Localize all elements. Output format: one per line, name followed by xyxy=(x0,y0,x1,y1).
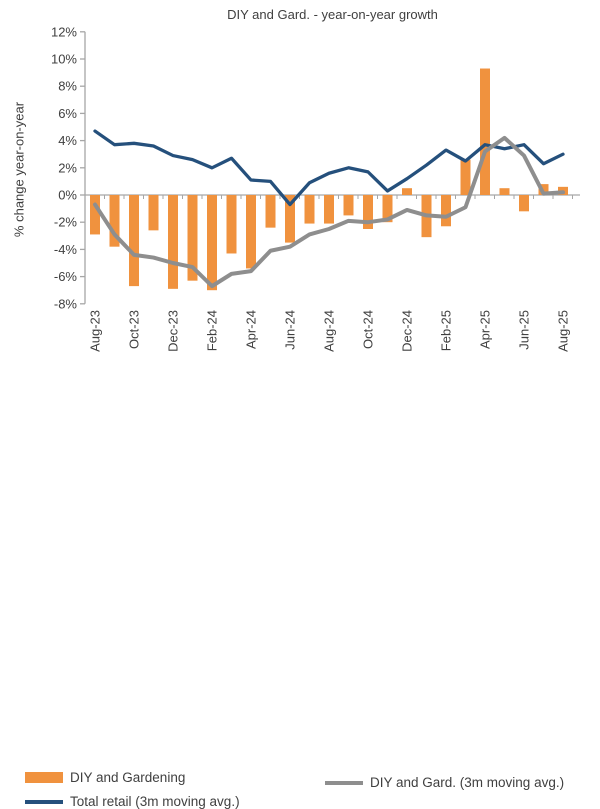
y-axis-title: % change year-on-year xyxy=(11,101,27,238)
bar-Oct-23 xyxy=(129,195,139,287)
x-tick-label: Feb-25 xyxy=(439,310,454,351)
legend-bar-swatch-icon xyxy=(25,772,63,783)
bar-Jun-25 xyxy=(519,195,529,212)
y-tick-label: 6% xyxy=(58,106,77,121)
total-retail-line xyxy=(93,129,565,207)
bar-Mar-24 xyxy=(226,195,237,254)
bar-May-24 xyxy=(265,195,276,228)
bar-Dec-24 xyxy=(402,188,412,195)
y-tick-label: -4% xyxy=(54,242,78,257)
x-tick-label: Feb-24 xyxy=(205,310,220,351)
y-tick-label: 8% xyxy=(58,79,77,94)
bar-Aug-24 xyxy=(324,195,334,224)
x-tick-label: Jun-25 xyxy=(517,310,532,350)
x-tick-label: Aug-25 xyxy=(556,310,571,352)
x-tick-label: Jun-24 xyxy=(283,310,298,350)
y-tick-label: -6% xyxy=(54,269,78,284)
x-tick-label: Dec-24 xyxy=(400,310,415,352)
y-tick-label: 12% xyxy=(51,24,77,39)
bar-Jun-24 xyxy=(285,195,295,243)
bar-Apr-24 xyxy=(246,195,256,269)
chart-title: DIY and Gard. - year-on-year growth xyxy=(227,7,438,22)
bar-Oct-24 xyxy=(363,195,373,229)
y-tick-label: 2% xyxy=(58,160,77,175)
diy-moving-avg-line xyxy=(93,135,565,289)
x-tick-label: Aug-23 xyxy=(88,310,103,352)
bar-Jan-24 xyxy=(187,195,198,281)
bar-Dec-23 xyxy=(168,195,178,289)
legend-label-diy-bars: DIY and Gardening xyxy=(70,770,186,785)
legend-label-total-retail: Total retail (3m moving avg.) xyxy=(70,794,240,809)
bar-May-25 xyxy=(499,188,510,195)
plot-svg: 12% 10% 8% 6% 4% 2% 0% -2% -4% -6% -8% Aug-23 Oct-23… xyxy=(51,24,580,352)
x-tick-label: Oct-23 xyxy=(127,310,142,349)
y-tick-label: 4% xyxy=(58,133,77,148)
x-tick-label: Dec-23 xyxy=(166,310,181,352)
y-tick-label: -2% xyxy=(54,215,78,230)
bar-Sep-24 xyxy=(343,195,354,216)
x-tick-label: Oct-24 xyxy=(361,310,376,349)
bar-Nov-23 xyxy=(148,195,159,231)
legend-line-marker-total-retail-icon xyxy=(25,799,63,804)
chart-legend: DIY and Gardening Total retail (3m movin… xyxy=(0,383,600,809)
y-tick-label: 0% xyxy=(58,188,77,203)
bar-Jul-24 xyxy=(304,195,315,224)
legend-item-total-retail: Total retail (3m moving avg.) xyxy=(25,794,240,809)
legend-item-diy-ma: DIY and Gard. (3m moving avg.) xyxy=(325,775,564,790)
bar-Apr-25 xyxy=(480,68,490,195)
y-tick-label: -8% xyxy=(54,296,78,311)
x-tick-label: Apr-24 xyxy=(244,310,259,349)
y-tick-label: 10% xyxy=(51,52,77,67)
bar-Mar-25 xyxy=(460,159,471,195)
legend-item-diy-bars: DIY and Gardening xyxy=(25,770,185,785)
legend-line-marker-diy-ma-icon xyxy=(325,780,363,785)
bar-Feb-25 xyxy=(441,195,451,227)
bar-Feb-24 xyxy=(207,195,217,291)
legend-label-diy-ma: DIY and Gard. (3m moving avg.) xyxy=(370,775,565,790)
bar-Sep-23 xyxy=(109,195,120,247)
bar-Aug-23 xyxy=(90,195,100,235)
x-tick-label: Aug-24 xyxy=(322,310,337,352)
x-tick-label: Apr-25 xyxy=(478,310,493,349)
bar-Nov-24 xyxy=(382,195,393,223)
